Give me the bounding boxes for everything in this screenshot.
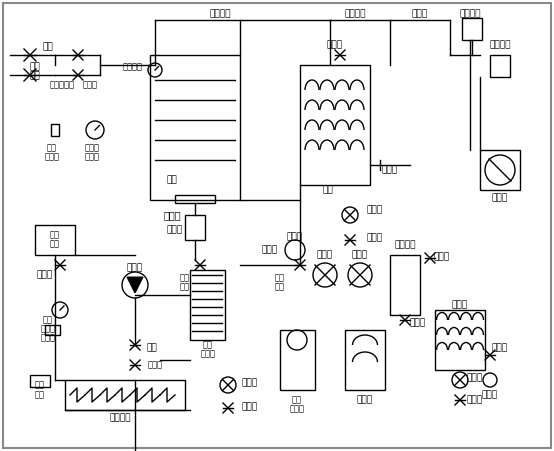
Text: 冷阱: 冷阱 [322,185,334,194]
Text: 安全阀: 安全阀 [44,152,59,161]
Text: 真空测头: 真空测头 [123,63,143,72]
Bar [300,65,370,185]
Text: 电磁阀: 电磁阀 [242,402,258,411]
Text: 手阀: 手阀 [147,344,157,353]
Text: 油分离器: 油分离器 [394,240,416,249]
Text: 漏气调节阀: 漏气调节阀 [49,80,74,89]
Text: 电接点: 电接点 [85,143,100,152]
Text: 放气阀: 放气阀 [147,360,162,369]
Text: 箱排: 箱排 [180,273,190,282]
Bar [490,55,510,77]
Text: 继电器: 继电器 [40,333,55,342]
Bar [435,310,485,370]
Bar [51,124,59,136]
Text: 阱排: 阱排 [275,273,285,282]
Text: 出液阀: 出液阀 [492,344,508,353]
Text: 膨胀阀: 膨胀阀 [467,373,483,382]
Text: 过滤器: 过滤器 [287,233,303,241]
Bar [390,255,420,315]
Text: 电磁阀: 电磁阀 [367,234,383,243]
Text: 硅油: 硅油 [43,316,53,325]
Text: 液压缸: 液压缸 [167,226,183,235]
Text: 高压级: 高压级 [352,250,368,259]
Bar [462,18,482,40]
Text: 出阀: 出阀 [275,282,285,291]
Text: 真空泵: 真空泵 [492,193,508,202]
Text: 无菌: 无菌 [29,63,40,72]
Text: 氮气: 氮气 [43,42,53,51]
Text: 冷凝器: 冷凝器 [452,300,468,309]
Text: 单向阀: 单向阀 [382,166,398,175]
Text: 电磁阀: 电磁阀 [83,80,98,89]
Text: 膨胀: 膨胀 [50,230,60,239]
Text: 中冷器: 中冷器 [357,396,373,405]
Bar [35,225,75,255]
Text: 汽液: 汽液 [292,396,302,405]
Text: 分离器: 分离器 [290,405,305,414]
Text: 空气: 空气 [29,72,40,80]
Bar [185,215,205,240]
Text: 压力表: 压力表 [40,325,55,333]
Text: 冻干箱: 冻干箱 [163,210,181,220]
Text: 安全: 安全 [35,381,45,390]
Polygon shape [127,277,143,293]
Text: 单向阀: 单向阀 [262,245,278,254]
Text: 安全阀: 安全阀 [434,253,450,262]
Text: 膨胀阀: 膨胀阀 [242,378,258,387]
Bar [480,150,520,190]
Bar [345,330,385,390]
Text: 电加热器: 电加热器 [109,414,131,423]
Bar [30,375,50,387]
Text: 膨胀阀: 膨胀阀 [367,206,383,215]
Text: 出阀: 出阀 [180,282,190,291]
Text: 换热器: 换热器 [201,350,216,359]
Text: 过滤器: 过滤器 [482,391,498,400]
Text: 电磁阀: 电磁阀 [467,396,483,405]
Text: 箱入口阀: 箱入口阀 [209,9,231,18]
Bar [150,55,240,200]
Text: 循环泵: 循环泵 [127,263,143,272]
Bar [65,380,185,410]
Text: 压力表: 压力表 [85,152,100,161]
Text: 容器: 容器 [50,239,60,249]
Text: 抽空阀: 抽空阀 [327,41,343,50]
Bar [190,270,225,340]
Text: 真空: 真空 [47,143,57,152]
Bar [280,330,315,390]
Text: 主阀: 主阀 [167,175,177,184]
Text: 板式: 板式 [203,341,213,350]
Bar [45,325,60,335]
Text: 真空测头: 真空测头 [489,41,511,50]
Text: 阱入口阀: 阱入口阀 [344,9,366,18]
Text: 温控: 温控 [35,391,45,400]
Bar [175,195,215,203]
Text: 低压级: 低压级 [317,250,333,259]
Text: 真空测头: 真空测头 [459,9,481,18]
Text: 放油阀: 放油阀 [37,271,53,280]
Text: 除霜阀: 除霜阀 [412,9,428,18]
Text: 回油阀: 回油阀 [410,318,426,327]
